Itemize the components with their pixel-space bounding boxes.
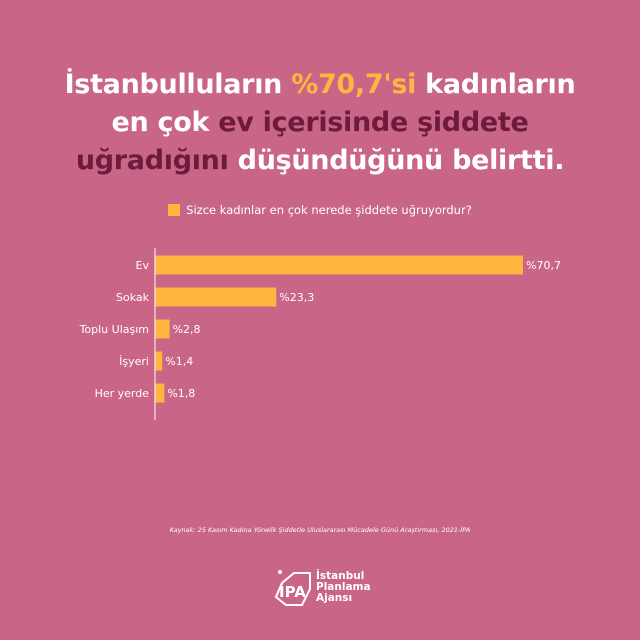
headline-line-2: en çok ev içerisinde şiddete	[111, 107, 529, 138]
headline-line-1: İstanbulluların %70,7'si kadınların	[64, 69, 576, 100]
value-label-toplu-ulas-m: %2,8	[173, 323, 201, 336]
bar-ev	[155, 255, 523, 275]
ipa-logo: İPA İstanbul Planlama Ajansı	[272, 567, 371, 607]
bar-isyeri	[155, 351, 163, 371]
category-label-isyeri: İşyeri	[119, 355, 149, 368]
ipa-logo-icon: İPA	[274, 570, 311, 606]
category-label-toplu-ulas-m: Toplu Ulaşım	[79, 323, 149, 336]
value-label-ev: %70,7	[526, 259, 561, 272]
bar-sokak	[155, 287, 277, 307]
bar-toplu-ulas-m	[155, 319, 170, 339]
category-label-her-yerde: Her yerde	[95, 387, 150, 400]
value-label-her-yerde: %1,8	[167, 387, 195, 400]
headline-line-3: uğradığını düşündüğünü belirtti.	[75, 145, 565, 176]
chart-legend: Sizce kadınlar en çok nerede şiddete uğr…	[0, 203, 640, 217]
value-label-sokak: %23,3	[279, 291, 314, 304]
headline-highlight-home: ev içerisinde şiddete	[218, 107, 529, 138]
svg-text:İPA: İPA	[279, 582, 306, 601]
legend-swatch	[168, 204, 181, 216]
ipa-logo-text: İstanbul Planlama Ajansı	[316, 569, 371, 604]
headline-highlight-percent: %70,7'si	[291, 69, 417, 100]
legend-label: Sizce kadınlar en çok nerede şiddete uğr…	[186, 203, 472, 217]
headline-highlight-suffer: uğradığını	[75, 145, 229, 176]
source-note: Kaynak: 25 Kasım Kadına Yönelik Şiddetle…	[169, 526, 471, 534]
bar-her-yerde	[155, 383, 165, 403]
value-label-isyeri: %1,4	[165, 355, 193, 368]
category-label-ev: Ev	[136, 259, 150, 272]
ipa-logo-mark: İPA	[272, 567, 312, 607]
headline: İstanbulluların %70,7'si kadınların en ç…	[0, 66, 640, 180]
category-label-sokak: Sokak	[116, 291, 150, 304]
